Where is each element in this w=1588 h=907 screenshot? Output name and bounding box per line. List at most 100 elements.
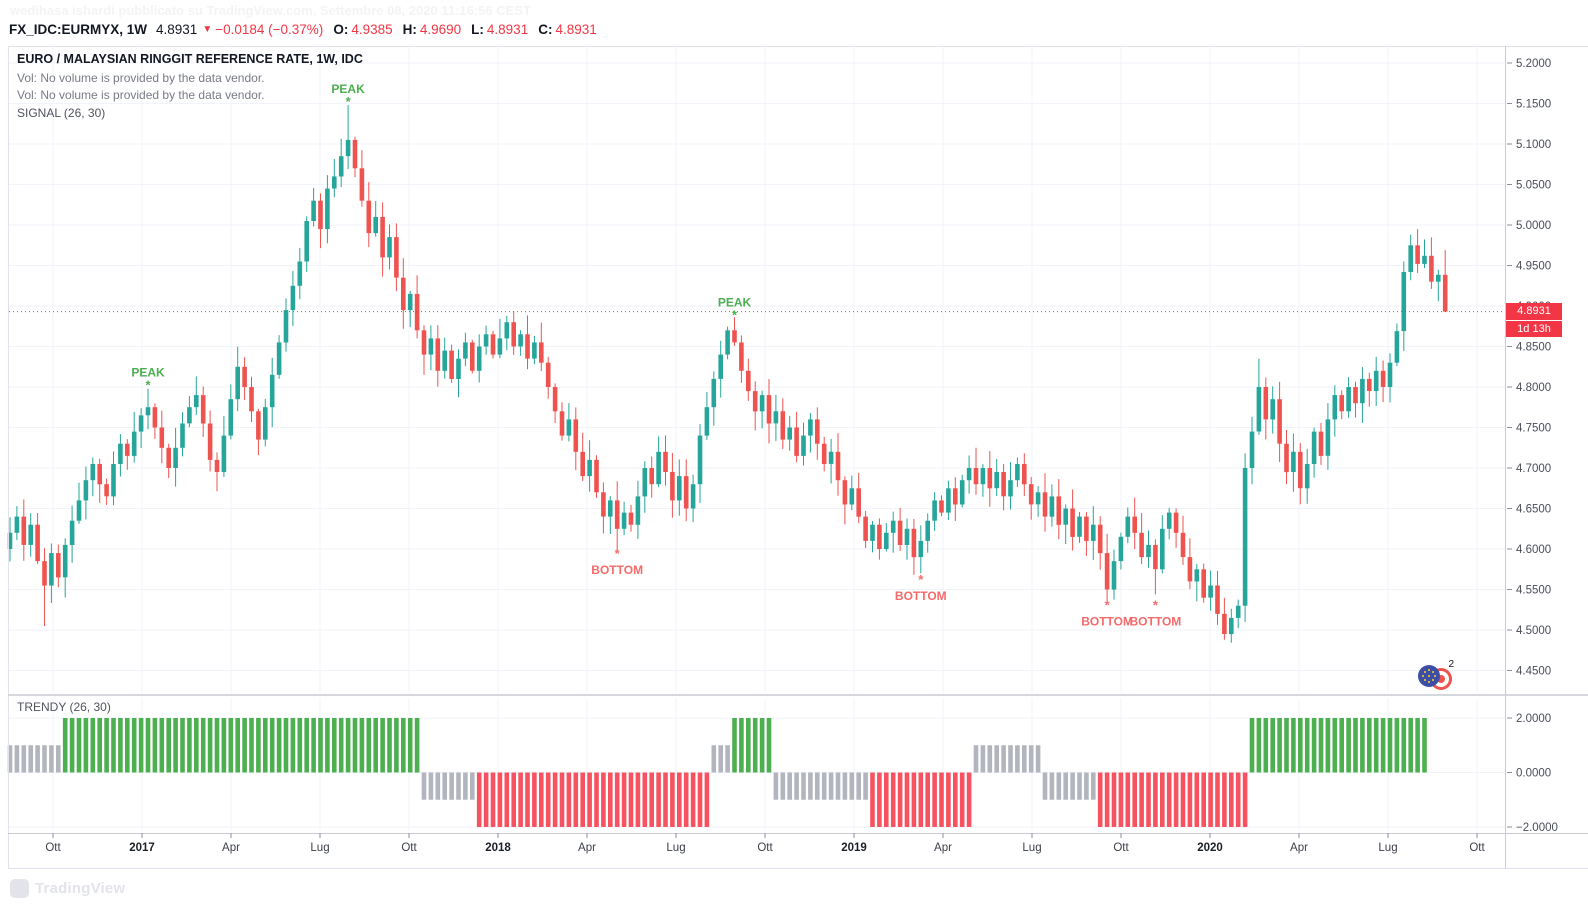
panel-borders bbox=[8, 46, 1588, 869]
time-tick-label: Apr bbox=[934, 842, 952, 854]
candle bbox=[918, 540, 924, 558]
trendy-bar bbox=[456, 772, 461, 800]
tradingview-logo[interactable]: TradingView bbox=[10, 879, 125, 898]
close-label: C: bbox=[538, 21, 553, 37]
trendy-bar bbox=[1201, 772, 1206, 827]
price-tick-label: 4.6000 bbox=[1516, 544, 1551, 556]
candle bbox=[1346, 387, 1351, 412]
trendy-bars bbox=[7, 718, 1427, 827]
trendy-bar bbox=[104, 718, 109, 773]
down-arrow-icon: ▼ bbox=[202, 23, 213, 35]
time-axis[interactable]: Ott 2017 Apr Lug Ott 2018 Apr Lug Ott 2019 Apr Lug O… bbox=[45, 833, 1485, 854]
trendy-bar bbox=[290, 718, 296, 773]
price-change: −0.0184 (−0.37%) bbox=[215, 21, 324, 37]
trendy-bar bbox=[152, 718, 158, 773]
trendy-bar bbox=[1415, 718, 1420, 773]
trendy-bar bbox=[801, 772, 806, 800]
trendy-bar bbox=[1173, 772, 1179, 827]
candle bbox=[552, 387, 558, 412]
indicator-tick-label: 2.0000 bbox=[1516, 713, 1551, 725]
candle bbox=[1111, 561, 1117, 590]
price-tick-label: 5.0000 bbox=[1516, 220, 1551, 232]
candle bbox=[628, 512, 634, 525]
trendy-bar bbox=[780, 772, 786, 800]
candle bbox=[1208, 585, 1213, 598]
candle bbox=[456, 358, 461, 379]
candle bbox=[808, 419, 813, 436]
trendy-bar bbox=[173, 718, 178, 773]
trendy-bar bbox=[1208, 772, 1213, 827]
candle bbox=[1284, 443, 1289, 473]
trendy-bar bbox=[14, 745, 20, 773]
candle bbox=[1249, 431, 1255, 468]
symbol-header: FX_IDC:EURMYX, 1W 4.8931 ▼ −0.0184 (−0.3… bbox=[9, 0, 597, 45]
candle bbox=[318, 200, 323, 230]
trendy-bar bbox=[1042, 772, 1048, 800]
trendy-bar bbox=[62, 718, 68, 773]
trendy-bar bbox=[1118, 772, 1124, 827]
trendy-bar bbox=[359, 718, 365, 773]
trendy-bar bbox=[194, 718, 199, 773]
trendy-bar bbox=[200, 718, 206, 773]
trendy-bar bbox=[815, 772, 820, 800]
candle bbox=[821, 443, 827, 464]
trendy-bar bbox=[649, 772, 654, 827]
trendy-bar bbox=[407, 718, 413, 773]
candle bbox=[428, 338, 434, 355]
candle bbox=[35, 524, 40, 562]
low-label: L: bbox=[471, 21, 484, 37]
candle bbox=[1091, 524, 1096, 541]
trendy-bar bbox=[1194, 772, 1200, 827]
candle bbox=[290, 285, 296, 311]
legend-title[interactable]: EURO / MALAYSIAN RINGGIT REFERENCE RATE,… bbox=[17, 52, 363, 66]
candle bbox=[214, 459, 220, 472]
trendy-bar bbox=[1146, 772, 1151, 827]
time-tick-label: Apr bbox=[578, 842, 596, 854]
candle bbox=[1166, 512, 1172, 529]
eu-stars-icon bbox=[1428, 675, 1430, 677]
price-axis[interactable]: 5.20005.15005.10005.05005.00004.95004.90… bbox=[1507, 58, 1551, 678]
trendy-bar bbox=[1001, 745, 1006, 773]
candle bbox=[1022, 464, 1027, 485]
trendy-bar bbox=[1180, 772, 1186, 827]
trendy-bar bbox=[704, 772, 710, 827]
trendy-bar bbox=[1367, 718, 1372, 773]
trendy-bar bbox=[884, 772, 889, 827]
candles bbox=[7, 105, 1448, 643]
indicator-label[interactable]: TRENDY (26, 30) bbox=[17, 700, 111, 714]
legend-signal[interactable]: SIGNAL (26, 30) bbox=[17, 105, 106, 120]
trendy-bar bbox=[1077, 772, 1082, 800]
symbol-name[interactable]: FX_IDC:EURMYX, 1W bbox=[9, 21, 148, 37]
indicator-axis[interactable]: 2.0000 0.0000 −2.0000 bbox=[1507, 713, 1558, 834]
trendy-bar bbox=[380, 718, 385, 773]
candle bbox=[573, 419, 579, 452]
trendy-bar bbox=[1111, 772, 1117, 827]
pair-count: 2 bbox=[1448, 659, 1454, 670]
peak-label: PEAK bbox=[131, 365, 165, 379]
trendy-bar bbox=[953, 772, 958, 827]
candle bbox=[532, 342, 537, 359]
trendy-bar bbox=[421, 772, 427, 800]
trendy-bar bbox=[242, 718, 247, 773]
candle bbox=[801, 435, 806, 456]
candle bbox=[773, 411, 779, 424]
trendy-bar bbox=[1229, 772, 1234, 827]
trendy-bar bbox=[787, 772, 792, 800]
candle bbox=[683, 476, 689, 509]
candle bbox=[1263, 387, 1269, 420]
time-tick-label: 2020 bbox=[1197, 842, 1223, 854]
trendy-bar bbox=[118, 718, 123, 773]
price-tick-label: 5.1500 bbox=[1516, 99, 1551, 111]
indicator-tick-label: −2.0000 bbox=[1516, 822, 1558, 834]
trendy-bar bbox=[1104, 772, 1110, 827]
trendy-bar bbox=[939, 772, 944, 827]
time-tick-label: Lug bbox=[1378, 842, 1397, 854]
time-tick-label: 2017 bbox=[129, 842, 155, 854]
candle bbox=[138, 415, 144, 432]
bottom-label: BOTTOM bbox=[591, 563, 643, 577]
trendy-bar bbox=[1132, 772, 1137, 827]
price-tick-label: 4.9500 bbox=[1516, 261, 1551, 273]
candle bbox=[739, 342, 744, 371]
open-label: O: bbox=[333, 21, 349, 37]
